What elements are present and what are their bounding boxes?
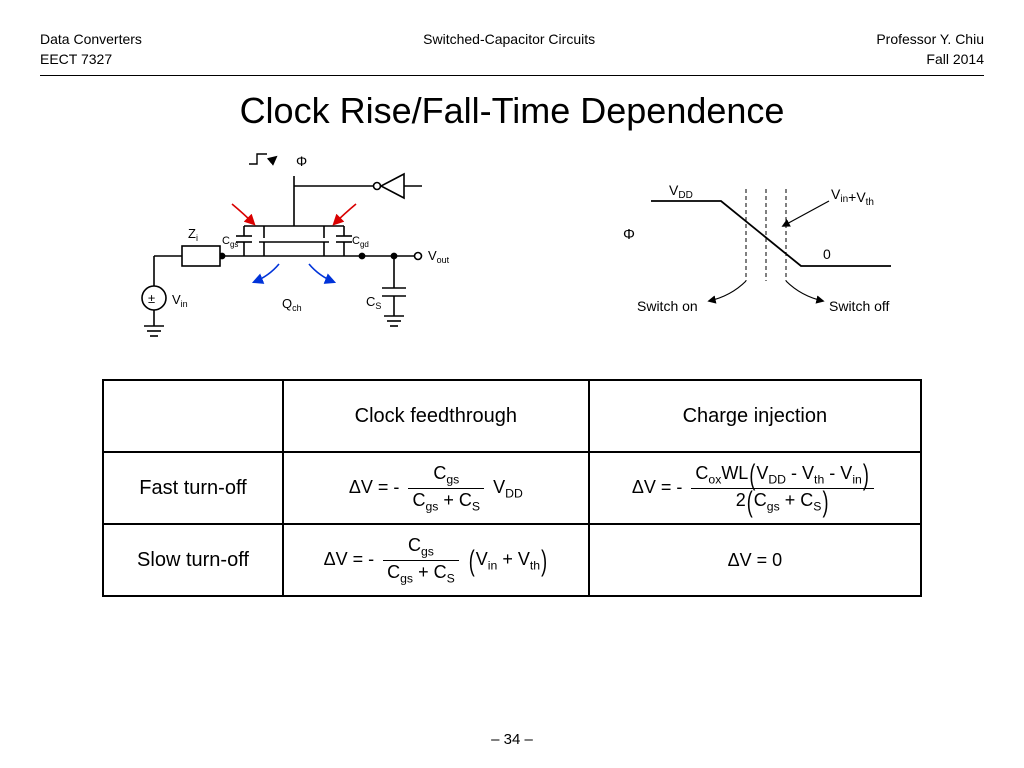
svg-text:Vin+Vth: Vin+Vth: [831, 186, 874, 208]
svg-text:Φ: Φ: [623, 226, 635, 243]
svg-text:Switch on: Switch on: [637, 298, 698, 314]
figure-row: Φ Zi ±: [40, 146, 984, 361]
page-title: Clock Rise/Fall-Time Dependence: [40, 90, 984, 132]
svg-text:Qch: Qch: [282, 296, 302, 313]
table-corner: [103, 380, 283, 452]
header-left: Data Converters EECT 7327: [40, 30, 142, 69]
page-number: – 34 –: [0, 731, 1024, 748]
eq-fast-feedthrough: ΔV = - Cgs Cgs + CS VDD: [283, 452, 589, 524]
eq-slow-feedthrough: ΔV = - Cgs Cgs + CS (Vin + Vth): [283, 524, 589, 596]
row-fast-turnoff: Fast turn-off: [103, 452, 283, 524]
circuit-diagram: Φ Zi ±: [104, 146, 464, 361]
eq-slow-injection: ΔV = 0: [589, 524, 921, 596]
col-charge-injection: Charge injection: [589, 380, 921, 452]
header-term: Fall 2014: [876, 50, 984, 70]
svg-text:Vin: Vin: [172, 292, 188, 309]
svg-text:Cgs: Cgs: [222, 235, 238, 249]
header-instructor: Professor Y. Chiu: [876, 30, 984, 50]
equations-table: Clock feedthrough Charge injection Fast …: [102, 379, 922, 597]
header-center: Switched-Capacitor Circuits: [423, 30, 595, 69]
svg-text:Vout: Vout: [428, 248, 450, 265]
timing-diagram: VDD Vin+Vth Φ 0 Switch on Switch off: [591, 171, 921, 336]
svg-text:±: ±: [148, 291, 155, 306]
header-right: Professor Y. Chiu Fall 2014: [876, 30, 984, 69]
header-course-code: EECT 7327: [40, 50, 142, 70]
row-slow-turnoff: Slow turn-off: [103, 524, 283, 596]
svg-text:0: 0: [823, 246, 831, 262]
svg-text:Zi: Zi: [188, 226, 198, 243]
svg-text:Cgd: Cgd: [352, 235, 369, 249]
svg-text:VDD: VDD: [669, 182, 693, 201]
svg-text:Φ: Φ: [296, 153, 307, 169]
page-header: Data Converters EECT 7327 Switched-Capac…: [40, 30, 984, 76]
svg-text:Switch off: Switch off: [829, 298, 890, 314]
col-clock-feedthrough: Clock feedthrough: [283, 380, 589, 452]
header-subtitle: Switched-Capacitor Circuits: [423, 30, 595, 50]
header-course-topic: Data Converters: [40, 30, 142, 50]
eq-fast-injection: ΔV = - CoxWL(VDD - Vth - Vin) 2(Cgs + CS…: [589, 452, 921, 524]
svg-text:CS: CS: [366, 294, 381, 311]
